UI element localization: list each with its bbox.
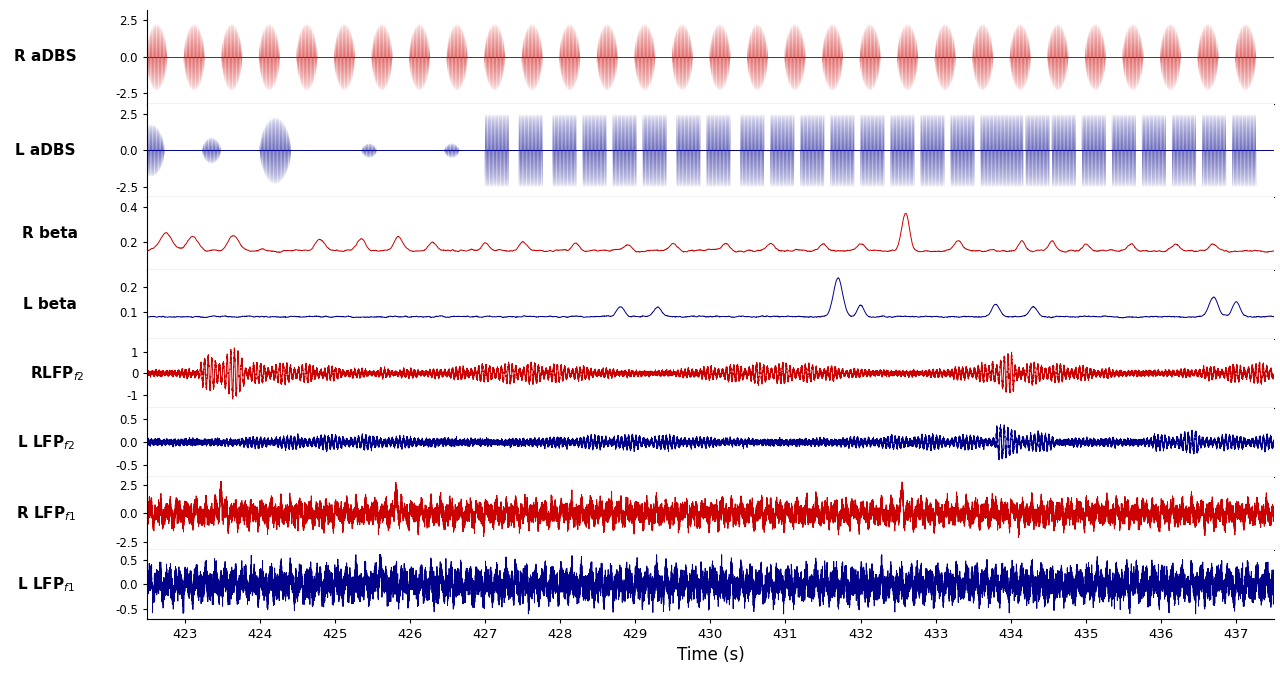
Y-axis label: RLFP$_{f2}$: RLFP$_{f2}$ bbox=[29, 364, 84, 383]
Y-axis label: R aDBS: R aDBS bbox=[14, 50, 77, 65]
Y-axis label: L beta: L beta bbox=[23, 297, 77, 312]
Y-axis label: R LFP$_{f1}$: R LFP$_{f1}$ bbox=[15, 504, 76, 523]
Y-axis label: L LFP$_{f1}$: L LFP$_{f1}$ bbox=[17, 575, 74, 594]
Y-axis label: L LFP$_{f2}$: L LFP$_{f2}$ bbox=[17, 433, 74, 452]
X-axis label: Time (s): Time (s) bbox=[677, 647, 744, 664]
Y-axis label: R beta: R beta bbox=[22, 226, 78, 241]
Y-axis label: L aDBS: L aDBS bbox=[15, 143, 76, 158]
